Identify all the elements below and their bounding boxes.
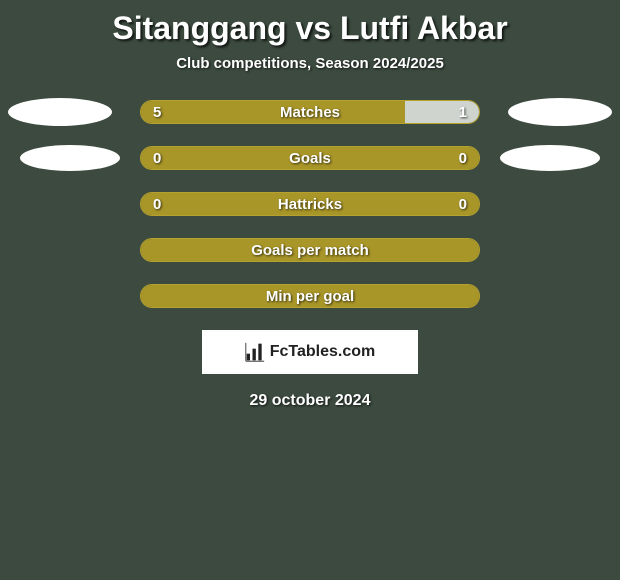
page-title: Sitanggang vs Lutfi Akbar (0, 0, 620, 55)
stat-bar: 00Hattricks (140, 192, 480, 216)
stat-row: 00Hattricks (0, 192, 620, 216)
player-marker-right (508, 98, 612, 126)
logo-box: FcTables.com (202, 330, 418, 374)
stat-bar: 51Matches (140, 100, 480, 124)
player-marker-left (8, 98, 112, 126)
player-marker-left (20, 145, 120, 171)
stat-bar: 00Goals (140, 146, 480, 170)
date-text: 29 october 2024 (0, 392, 620, 410)
stat-value-right: 0 (459, 150, 467, 167)
stat-value-right: 1 (459, 104, 467, 121)
stat-segment-left: 0 (141, 147, 310, 169)
stat-row: 51Matches (0, 100, 620, 124)
logo-text: FcTables.com (270, 343, 376, 361)
subtitle: Club competitions, Season 2024/2025 (0, 55, 620, 100)
player-marker-right (500, 145, 600, 171)
stat-segment-left: 5 (141, 101, 405, 123)
stat-row: Min per goal (0, 284, 620, 308)
stat-row: Goals per match (0, 238, 620, 262)
comparison-rows: 51Matches00Goals00HattricksGoals per mat… (0, 100, 620, 308)
stat-value-left: 0 (153, 150, 161, 167)
stat-segment-left (141, 239, 479, 261)
stat-bar: Goals per match (140, 238, 480, 262)
stat-value-right: 0 (459, 196, 467, 213)
stat-row: 00Goals (0, 146, 620, 170)
stat-value-left: 5 (153, 104, 161, 121)
stat-value-left: 0 (153, 196, 161, 213)
stat-segment-left (141, 285, 479, 307)
stat-segment-right: 0 (310, 193, 479, 215)
stat-bar: Min per goal (140, 284, 480, 308)
bar-chart-icon (245, 342, 265, 362)
stat-segment-right: 1 (405, 101, 479, 123)
stat-segment-right: 0 (310, 147, 479, 169)
stat-segment-left: 0 (141, 193, 310, 215)
